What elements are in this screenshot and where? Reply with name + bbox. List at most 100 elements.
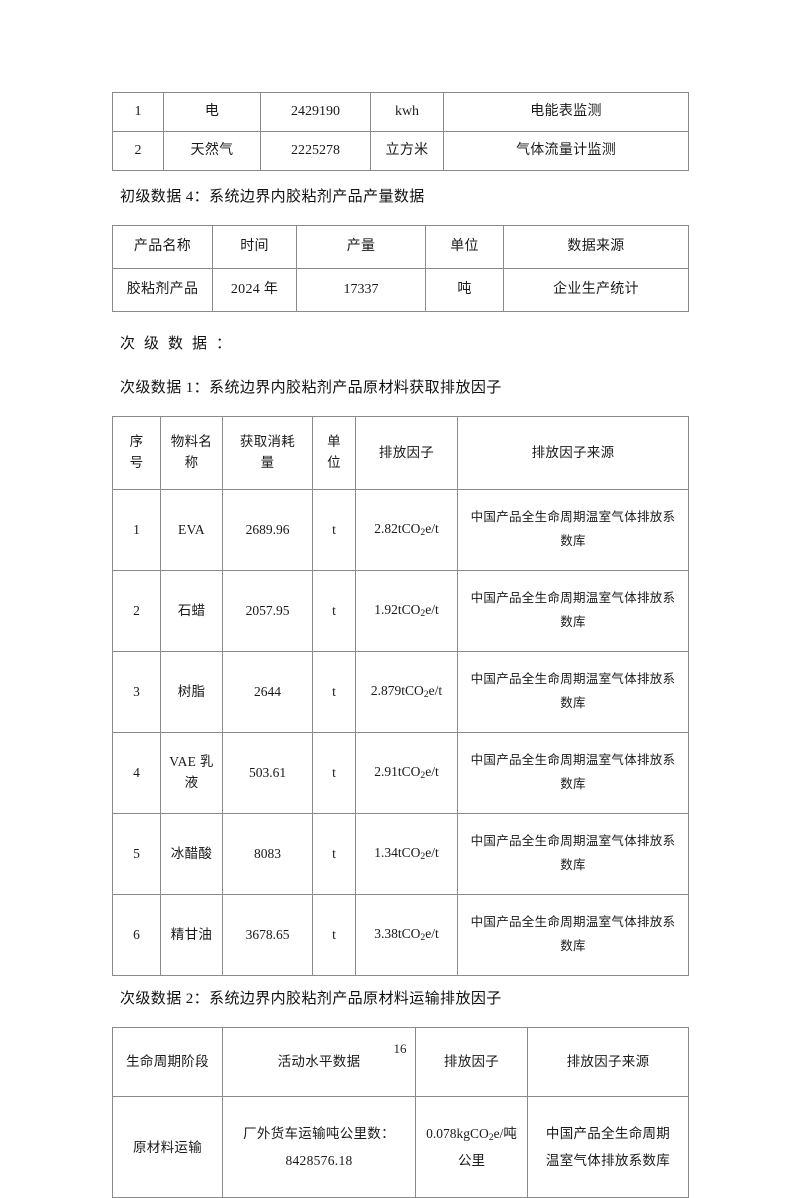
factor-suffix: e/t: [425, 764, 439, 780]
factor-prefix: 2.879tCO: [370, 683, 424, 699]
energy-row-index: 2: [112, 131, 164, 171]
materials-row-factor: 2.879tCO2e/t: [355, 651, 458, 733]
page-number: 16: [393, 1041, 407, 1056]
output-header-time: 时间: [212, 225, 297, 269]
materials-row-source: 中国产品全生命周期温室气体排放系数库: [457, 732, 689, 814]
materials-row-consumption: 8083: [222, 813, 313, 895]
factor-suffix: e/t: [425, 926, 439, 942]
table-row: 3 树脂 2644 t 2.879tCO2e/t 中国产品全生命周期温室气体排放…: [112, 651, 689, 733]
materials-row-source: 中国产品全生命周期温室气体排放系数库: [457, 651, 689, 733]
materials-row-source: 中国产品全生命周期温室气体排放系数库: [457, 894, 689, 976]
materials-row-material: 精甘油: [160, 894, 223, 976]
transport-row-activity: 厂外货车运输吨公里数：8428576.18: [222, 1096, 416, 1198]
product-output-table: 产品名称 时间 产量 单位 数据来源 胶粘剂产品 2024 年 17337 吨 …: [112, 225, 689, 312]
output-row-product: 胶粘剂产品: [112, 268, 213, 312]
factor-suffix: e/t: [428, 683, 443, 699]
materials-row-unit: t: [312, 813, 356, 895]
table-header-row: 生命周期阶段 活动水平数据 排放因子 排放因子来源: [112, 1027, 689, 1097]
materials-header-factor: 排放因子: [355, 416, 458, 490]
materials-row-consumption: 503.61: [222, 732, 313, 814]
materials-row-unit: t: [312, 489, 356, 571]
energy-row-source: 气体流量计监测: [443, 131, 689, 171]
transport-header-factor: 排放因子: [415, 1027, 528, 1097]
hdr-line: 号: [129, 455, 144, 470]
table-header-row: 序 号 物料名 称 获取消耗 量 单 位 排放因子: [112, 416, 689, 490]
materials-row-index: 4: [112, 732, 161, 814]
output-row-time: 2024 年: [212, 268, 297, 312]
materials-header-index: 序 号: [112, 416, 161, 490]
table-row: 2 天然气 2225278 立方米 气体流量计监测: [112, 131, 689, 171]
materials-row-factor: 2.91tCO2e/t: [355, 732, 458, 814]
materials-row-unit: t: [312, 651, 356, 733]
page-content: 1 电 2429190 kwh 电能表监测 2 天然气 2225278 立方米 …: [112, 0, 689, 1198]
materials-row-consumption: 2057.95: [222, 570, 313, 652]
materials-row-consumption: 2644: [222, 651, 313, 733]
output-header-source: 数据来源: [503, 225, 689, 269]
materials-row-consumption: 2689.96: [222, 489, 313, 571]
table-row: 6 精甘油 3678.65 t 3.38tCO2e/t 中国产品全生命周期温室气…: [112, 894, 689, 976]
energy-row-unit: 立方米: [370, 131, 444, 171]
factor-subscript: 2: [420, 932, 426, 944]
output-header-output: 产量: [296, 225, 426, 269]
materials-row-factor: 3.38tCO2e/t: [355, 894, 458, 976]
hdr-line: 量: [260, 455, 275, 470]
materials-header-unit: 单 位: [312, 416, 356, 490]
transport-header-stage: 生命周期阶段: [112, 1027, 223, 1097]
materials-row-index: 6: [112, 894, 161, 976]
transport-row-source: 中国产品全生命周期温室气体排放系数库: [527, 1096, 689, 1198]
factor-prefix: 0.078kgCO: [426, 1125, 489, 1141]
section-label-secondary-data: 次级数据：: [120, 336, 241, 352]
factor-prefix: 2.91tCO: [374, 764, 421, 780]
transport-header-activity: 活动水平数据: [222, 1027, 416, 1097]
table-row: 1 电 2429190 kwh 电能表监测: [112, 92, 689, 132]
materials-row-factor: 2.82tCO2e/t: [355, 489, 458, 571]
table-row: 原材料运输 厂外货车运输吨公里数：8428576.18 0.078kgCO2e/…: [112, 1096, 689, 1198]
factor-prefix: 2.82tCO: [374, 521, 421, 537]
output-header-product: 产品名称: [112, 225, 213, 269]
materials-header-consumption: 获取消耗 量: [222, 416, 313, 490]
energy-row-unit: kwh: [370, 92, 444, 132]
heading-primary-data-4: 初级数据 4：系统边界内胶粘剂产品产量数据: [120, 189, 425, 205]
factor-subscript: 2: [420, 770, 426, 782]
hdr-line: 物料名: [170, 434, 213, 450]
output-row-output: 17337: [296, 268, 426, 312]
hdr-line: 序: [129, 434, 144, 450]
materials-row-factor: 1.92tCO2e/t: [355, 570, 458, 652]
transport-row-stage: 原材料运输: [112, 1096, 223, 1198]
factor-subscript: 2: [420, 851, 426, 863]
energy-row-index: 1: [112, 92, 164, 132]
energy-row-amount: 2225278: [260, 131, 371, 171]
materials-row-index: 3: [112, 651, 161, 733]
factor-subscript: 2: [423, 689, 429, 701]
output-row-unit: 吨: [425, 268, 504, 312]
table-row: 1 EVA 2689.96 t 2.82tCO2e/t 中国产品全生命周期温室气…: [112, 489, 689, 571]
hdr-line: 称: [184, 455, 199, 470]
factor-prefix: 1.92tCO: [374, 602, 421, 618]
materials-row-index: 5: [112, 813, 161, 895]
hdr-line: 单: [327, 434, 341, 450]
factor-suffix: e/t: [425, 602, 439, 618]
hdr-line: 获取消耗: [239, 434, 296, 450]
factor-suffix: e/t: [425, 521, 439, 537]
materials-row-material: 冰醋酸: [160, 813, 223, 895]
materials-row-material: VAE 乳液: [160, 732, 223, 814]
materials-row-source: 中国产品全生命周期温室气体排放系数库: [457, 813, 689, 895]
materials-row-unit: t: [312, 570, 356, 652]
materials-row-source: 中国产品全生命周期温室气体排放系数库: [457, 570, 689, 652]
table-row: 2 石蜡 2057.95 t 1.92tCO2e/t 中国产品全生命周期温室气体…: [112, 570, 689, 652]
materials-row-index: 1: [112, 489, 161, 571]
output-header-unit: 单位: [425, 225, 504, 269]
energy-row-item: 天然气: [163, 131, 261, 171]
raw-material-emission-factor-table: 序 号 物料名 称 获取消耗 量 单 位 排放因子: [112, 416, 689, 976]
materials-row-consumption: 3678.65: [222, 894, 313, 976]
materials-row-material: EVA: [160, 489, 223, 571]
factor-prefix: 3.38tCO: [374, 926, 421, 942]
output-row-source: 企业生产统计: [503, 268, 689, 312]
materials-row-material: 树脂: [160, 651, 223, 733]
factor-subscript: 2: [420, 608, 426, 620]
materials-row-source: 中国产品全生命周期温室气体排放系数库: [457, 489, 689, 571]
materials-row-material: 石蜡: [160, 570, 223, 652]
materials-row-index: 2: [112, 570, 161, 652]
hdr-line: 位: [327, 455, 341, 470]
table-header-row: 产品名称 时间 产量 单位 数据来源: [112, 225, 689, 269]
